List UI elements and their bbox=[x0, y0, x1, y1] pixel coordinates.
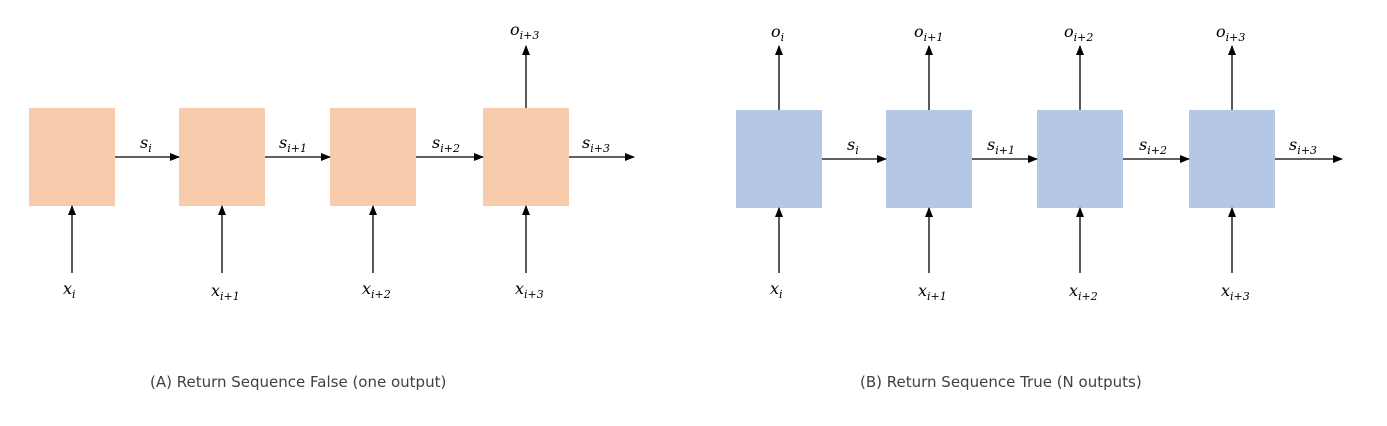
state-label-b-1: si bbox=[847, 135, 859, 157]
state-label-b-2: si+1 bbox=[987, 135, 1015, 157]
input-label-b-3: xi+2 bbox=[1069, 281, 1098, 303]
rnn-cell-b-1 bbox=[736, 110, 822, 208]
output-label-b-3: oi+2 bbox=[1064, 22, 1093, 44]
state-label-b-3: si+2 bbox=[1139, 135, 1167, 157]
rnn-cell-a-4 bbox=[483, 108, 569, 206]
rnn-cell-a-1 bbox=[29, 108, 115, 206]
output-label-a-4: oi+3 bbox=[510, 20, 539, 42]
input-label-a-3: xi+2 bbox=[362, 279, 391, 301]
state-label-a-2: si+1 bbox=[279, 133, 307, 155]
diagram-b: si si+1 si+2 si+3 xi xi+1 xi+2 xi+3 oi o… bbox=[736, 22, 1343, 391]
input-label-a-4: xi+3 bbox=[515, 279, 544, 301]
state-label-a-1: si bbox=[140, 133, 152, 155]
state-label-a-3: si+2 bbox=[432, 133, 460, 155]
caption-b: (B) Return Sequence True (N outputs) bbox=[860, 373, 1142, 391]
rnn-cell-b-4 bbox=[1189, 110, 1275, 208]
rnn-cell-b-3 bbox=[1037, 110, 1123, 208]
input-label-a-2: xi+1 bbox=[211, 281, 240, 303]
input-label-b-1: xi bbox=[770, 279, 783, 301]
input-label-a-1: xi bbox=[63, 279, 76, 301]
rnn-cell-a-2 bbox=[179, 108, 265, 206]
state-label-a-4: si+3 bbox=[582, 133, 610, 155]
rnn-cell-a-3 bbox=[330, 108, 416, 206]
diagram-a: si si+1 si+2 si+3 xi xi+1 xi+2 xi+3 oi+3… bbox=[29, 20, 635, 391]
output-label-b-1: oi bbox=[771, 22, 784, 44]
input-label-b-2: xi+1 bbox=[918, 281, 947, 303]
output-label-b-2: oi+1 bbox=[914, 22, 943, 44]
state-label-b-4: si+3 bbox=[1289, 135, 1317, 157]
input-label-b-4: xi+3 bbox=[1221, 281, 1250, 303]
output-label-b-4: oi+3 bbox=[1216, 22, 1245, 44]
rnn-cell-b-2 bbox=[886, 110, 972, 208]
caption-a: (A) Return Sequence False (one output) bbox=[150, 373, 446, 391]
